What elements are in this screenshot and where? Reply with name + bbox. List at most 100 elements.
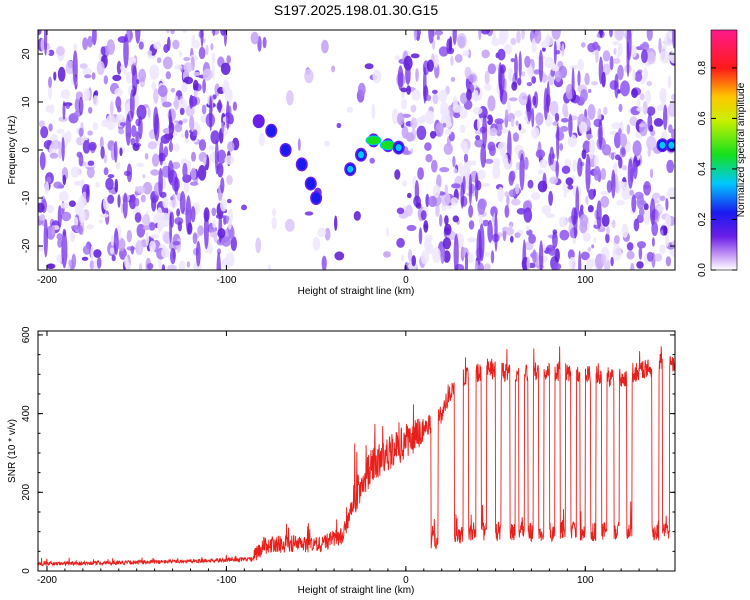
spectrogram-cell [514,110,523,117]
spectrogram-streak [209,96,213,132]
spectrogram-cell [643,184,650,189]
spectrogram-cell [518,123,522,131]
spectrogram-cell [100,46,106,56]
spectrogram-cell [221,121,225,134]
spectrogram-streak [397,65,404,91]
spectrogram-cell [172,193,176,208]
spectrogram-cell [232,101,237,111]
spectrogram-cell [186,261,191,268]
spectrogram-cell [613,235,620,244]
spectrogram-streak [43,218,48,258]
spectrogram-cell [211,52,216,64]
spectrogram-cell [605,233,610,244]
spectrogram-streak [169,212,173,244]
spectrogram-cell [621,165,628,171]
spectrogram-cell [668,101,675,117]
spectrogram-cell [514,183,520,195]
spectrogram-cell [226,198,232,204]
snr-ylabel: SNR (10 * v/v) [7,419,18,483]
spectrogram-cell [460,140,468,150]
spectrogram-cell [435,122,444,138]
spectrogram-cell [212,218,217,229]
spectrogram-cell [146,263,154,270]
spectrogram-streak [114,140,118,163]
spectrogram-cell [401,180,408,187]
spectrogram-cell [140,194,146,203]
spectrogram-cell [211,207,217,217]
snr-ytick-label: 600 [21,326,32,343]
spectrogram-cell [58,191,69,202]
spectrogram-streak [428,30,434,44]
spectrogram-cell [516,208,526,215]
spectrogram-cell [612,58,621,64]
spectrogram-streak [553,40,557,65]
spectrogram-cell [161,212,171,228]
spectrogram-cell [453,168,458,174]
spectrogram-cell [162,56,173,70]
spectrogram-cell [524,241,534,251]
spectrogram-streak [555,160,559,179]
spectrogram-cell [174,123,183,133]
spectrogram-cell [151,81,156,91]
spectrogram-cell [630,262,635,270]
spectrogram-cell [403,150,412,155]
spectrogram-cell [55,46,65,56]
spectrogram-cell [110,234,114,247]
spectrogram-streak [498,62,503,91]
spectrogram-cell [551,30,561,40]
spectrogram-cell [91,72,96,80]
spectrogram-cell [161,247,170,259]
spectrogram-cell [297,138,301,151]
spectrogram-cell [411,255,417,267]
spectrogram-cell [222,79,230,95]
figure-title: S197.2025.198.01.30.G15 [274,2,438,18]
spectrogram-cell [498,33,507,45]
spectrogram-cell [554,112,560,122]
spectrogram-streak [62,100,66,120]
spectrogram-cell [148,222,156,231]
spectrogram-streak [159,141,164,166]
spectrogram-cell [46,176,52,184]
spectrogram-cell [396,237,405,248]
spectrogram-cell [128,56,136,62]
spectrogram-cell [53,71,57,81]
spectrogram-cell [383,251,391,258]
spectrogram-cell [250,31,259,45]
spectrogram-cell [484,251,490,258]
spectrogram-cell [172,161,181,170]
spectrogram-cell [99,136,104,149]
spectrogram-streak [226,100,230,130]
spectrogram-cell [646,80,653,87]
spectrogram-cell [88,141,97,151]
spectrogram-cell [160,134,171,144]
spectrogram-cell [166,30,170,34]
spectrogram-cell [646,251,654,262]
spectrogram-streak [518,50,522,79]
spectrogram-cell [667,187,675,200]
spectrogram-cell [144,153,149,160]
spectrogram-cell [267,264,271,270]
spectrogram-cell [134,92,139,108]
spectrogram-streak [596,200,602,229]
spectrogram-cell [82,68,92,76]
spectrogram-cell [664,233,670,247]
spectrogram-cell [482,182,491,187]
spectrogram-cell [151,196,157,212]
spectrogram-cell [510,58,515,63]
spectrogram-cell [84,74,92,79]
spectrogram-cell [68,200,76,207]
spectrogram-cell [202,68,213,81]
spectrogram-streak [507,130,512,165]
spectrogram-cell [385,227,389,237]
spectrogram-cell [643,203,649,211]
spectrogram-feature [313,194,320,202]
spectrogram-cell [589,146,594,160]
spectrogram-cell [632,69,636,82]
spectrogram-cell [497,141,508,153]
spectrogram-cell [549,100,559,117]
spectrogram-cell [98,219,104,224]
spectrogram-cell [136,104,147,120]
spectrogram-cell [466,88,472,101]
spectrogram-cell [193,90,198,98]
